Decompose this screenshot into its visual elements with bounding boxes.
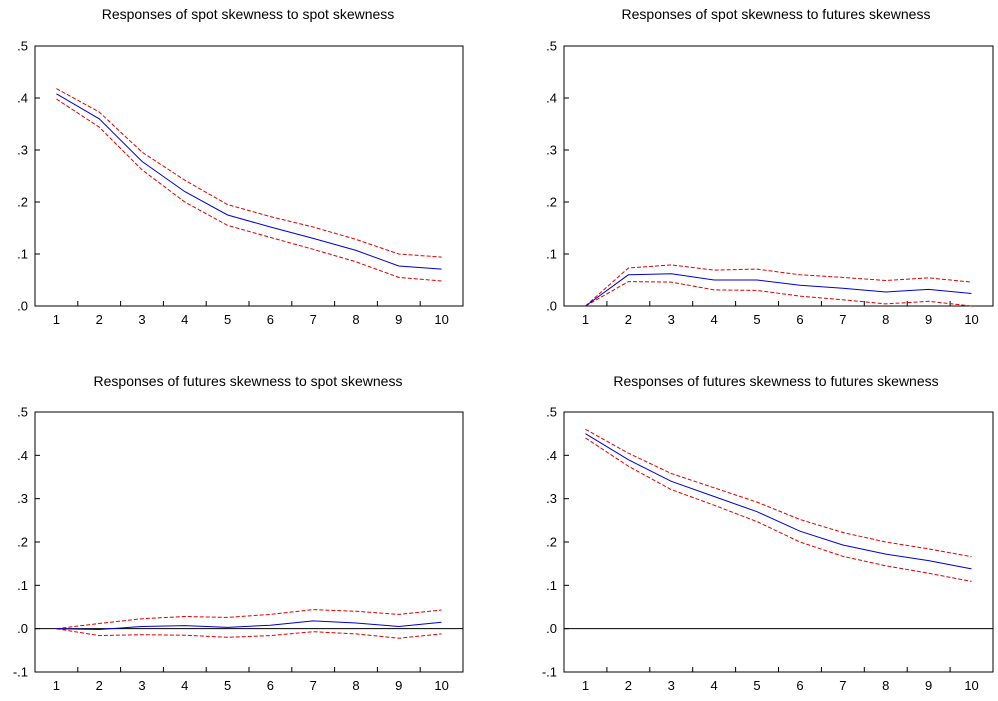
x-tick-label: 8 — [352, 312, 359, 327]
y-tick-label: .5 — [17, 39, 28, 54]
x-tick-label: 2 — [96, 312, 103, 327]
x-tick-label: 3 — [138, 312, 145, 327]
x-tick-label: 4 — [181, 678, 188, 693]
x-tick-label: 7 — [839, 312, 846, 327]
y-tick-label: .3 — [17, 143, 28, 158]
x-tick-label: 7 — [839, 678, 846, 693]
x-tick-label: 1 — [582, 312, 589, 327]
panel-title: Responses of spot skewness to futures sk… — [622, 6, 931, 22]
x-tick-label: 7 — [310, 312, 317, 327]
x-tick-label: 5 — [753, 678, 760, 693]
y-tick-label: .0 — [546, 299, 557, 314]
y-tick-label: .0 — [546, 621, 557, 636]
x-tick-label: 4 — [711, 678, 718, 693]
x-tick-label: 8 — [352, 678, 359, 693]
x-tick-label: 9 — [395, 678, 402, 693]
plot-frame — [34, 411, 464, 673]
x-tick-label: 10 — [434, 312, 448, 327]
plot-frame — [563, 411, 994, 673]
y-tick-label: .4 — [17, 91, 28, 106]
x-tick-label: 5 — [753, 312, 760, 327]
x-tick-label: 7 — [310, 678, 317, 693]
y-tick-label: .3 — [546, 143, 557, 158]
x-tick-label: 3 — [668, 312, 675, 327]
x-tick-label: 5 — [224, 678, 231, 693]
x-tick-label: 10 — [964, 678, 978, 693]
panel-spot-to-spot: Responses of spot skewness to spot skewn… — [17, 6, 464, 327]
x-tick-label: 1 — [53, 678, 60, 693]
x-tick-label: 1 — [53, 312, 60, 327]
y-tick-label: .2 — [546, 195, 557, 210]
panel-futures-to-futures: Responses of futures skewness to futures… — [542, 373, 994, 693]
y-tick-label: .1 — [17, 247, 28, 262]
y-tick-label: .4 — [17, 448, 28, 463]
x-tick-label: 3 — [138, 678, 145, 693]
series-response-line — [56, 620, 442, 631]
y-tick-label: .2 — [17, 535, 28, 550]
x-tick-label: 2 — [625, 312, 632, 327]
plot-frame — [563, 45, 994, 307]
x-tick-label: 8 — [882, 678, 889, 693]
series-lower-line — [585, 281, 972, 307]
y-tick-label: .1 — [17, 578, 28, 593]
series-upper-line — [56, 88, 442, 258]
x-tick-label: 6 — [796, 678, 803, 693]
y-tick-label: .4 — [546, 448, 557, 463]
y-tick-label: -.1 — [13, 665, 28, 680]
y-tick-label: .0 — [17, 299, 28, 314]
panel-spot-to-futures: Responses of spot skewness to futures sk… — [546, 6, 994, 327]
x-tick-label: 1 — [582, 678, 589, 693]
series-upper-line — [56, 609, 442, 630]
y-tick-label: .5 — [546, 405, 557, 420]
x-tick-label: 9 — [395, 312, 402, 327]
y-tick-label: .0 — [17, 621, 28, 636]
x-tick-label: 2 — [625, 678, 632, 693]
x-tick-label: 10 — [434, 678, 448, 693]
x-tick-label: 10 — [964, 312, 978, 327]
series-lower-line — [56, 98, 442, 282]
x-tick-label: 9 — [925, 312, 932, 327]
panel-futures-to-spot: Responses of futures skewness to spot sk… — [13, 373, 464, 693]
panel-title: Responses of futures skewness to futures… — [613, 373, 938, 389]
y-tick-label: .2 — [17, 195, 28, 210]
series-upper-line — [585, 428, 972, 558]
x-tick-label: 5 — [224, 312, 231, 327]
y-tick-label: -.1 — [542, 665, 557, 680]
plot-frame — [34, 45, 464, 307]
y-tick-label: .3 — [17, 491, 28, 506]
x-tick-label: 4 — [711, 312, 718, 327]
y-tick-label: .2 — [546, 535, 557, 550]
series-response-line — [585, 433, 972, 570]
series-lower-line — [585, 437, 972, 582]
x-tick-label: 6 — [796, 312, 803, 327]
panel-title: Responses of spot skewness to spot skewn… — [102, 6, 395, 22]
series-response-line — [585, 273, 972, 307]
x-tick-label: 6 — [267, 312, 274, 327]
x-tick-label: 6 — [267, 678, 274, 693]
panel-title: Responses of futures skewness to spot sk… — [94, 373, 403, 389]
y-tick-label: .3 — [546, 491, 557, 506]
x-tick-label: 4 — [181, 312, 188, 327]
x-tick-label: 8 — [882, 312, 889, 327]
series-response-line — [56, 93, 442, 270]
y-tick-label: .5 — [17, 405, 28, 420]
y-tick-label: .5 — [546, 39, 557, 54]
y-tick-label: .1 — [546, 247, 557, 262]
x-tick-label: 2 — [96, 678, 103, 693]
x-tick-label: 9 — [925, 678, 932, 693]
y-tick-label: .1 — [546, 578, 557, 593]
series-upper-line — [585, 264, 972, 307]
y-tick-label: .4 — [546, 91, 557, 106]
series-lower-line — [56, 628, 442, 639]
x-tick-label: 3 — [668, 678, 675, 693]
